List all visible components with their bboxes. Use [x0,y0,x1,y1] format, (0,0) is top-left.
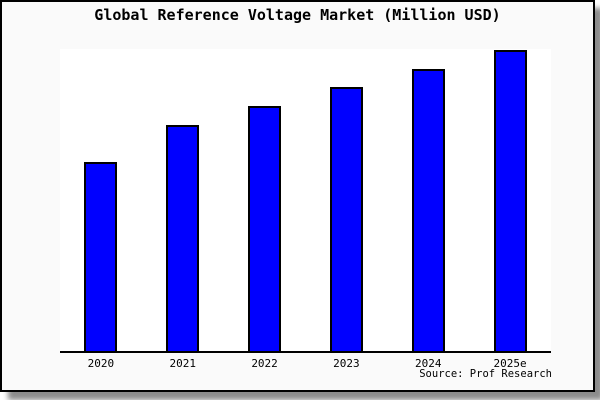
x-tick-label-2021: 2021 [169,357,196,370]
x-tick-label-2024: 2024 [414,357,442,370]
x-tick-label-2025e: 2025e [493,357,527,370]
bar-2022 [248,106,282,351]
bar-2020 [84,161,118,351]
bar-slot [60,49,142,351]
x-tick-label-2020: 2020 [87,357,115,370]
bar-slot [469,49,551,351]
bar-2025e [493,49,527,351]
chart-title: Global Reference Voltage Market (Million… [94,6,501,24]
bar-slot [305,49,387,351]
chart-frame: Global Reference Voltage Market (Million… [0,0,595,392]
bar-2023 [329,87,363,351]
bar-slot [224,49,306,351]
bar-slot [387,49,469,351]
plot-area [60,49,551,353]
x-axis-labels: 2020 2021 2022 2023 2024 2025e [60,357,551,370]
x-tick-label-2023: 2023 [333,357,360,370]
source-credit: Source: Prof Research [419,368,552,380]
bar-slot [142,49,224,351]
bar-2021 [166,125,200,351]
x-tick-label-2022: 2022 [251,357,278,370]
bar-2024 [411,68,445,351]
